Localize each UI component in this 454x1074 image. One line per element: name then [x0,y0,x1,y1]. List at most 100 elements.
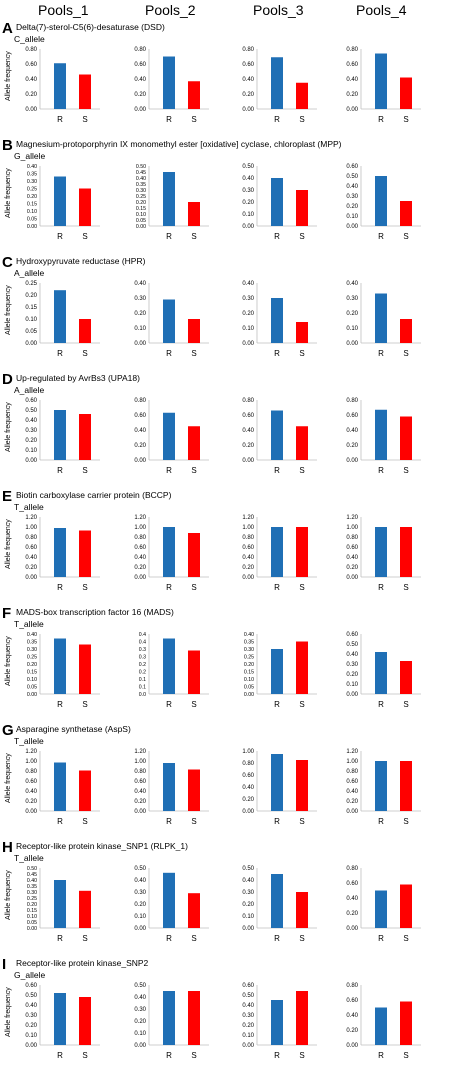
x-tick-label: R [166,349,172,358]
y-tick-label: 0.50 [242,866,254,872]
x-tick-label: S [82,349,87,358]
y-tick-label: 0.10 [25,317,37,323]
y-tick-label: 0.10 [25,1033,37,1039]
y-tick-label: 0.60 [25,983,37,989]
y-tick-label: 0.15 [27,908,37,914]
y-axis-label: Allele frequency [5,285,12,335]
y-axis-label: Allele frequency [5,753,12,803]
y-tick-label: 0.60 [346,413,358,419]
y-tick-label: 0.40 [27,164,37,170]
y-tick-label: 0.00 [136,224,146,230]
y-tick-label: 0.10 [134,326,146,332]
y-axis-label: Allele frequency [5,870,12,920]
bar-r [271,178,283,226]
y-tick-label: 1.00 [346,759,358,765]
bar-s [188,893,200,928]
panel-title: Biotin carboxylase carrier protein (BCCP… [16,490,172,500]
x-tick-label: R [274,466,280,475]
panel-charts: Allele frequency 0.00 0.05 0.10 0.15 0.20 0.25… [5,281,421,358]
bar-s [296,82,308,109]
y-tick-label: 0.05 [136,218,146,224]
x-tick-label: S [299,115,304,124]
y-axis-label: Allele frequency [5,51,12,101]
bar-s [188,426,200,460]
bar-s [188,769,200,811]
bar-s [79,644,91,694]
y-tick-label: 0.25 [25,281,37,287]
x-tick-label: S [403,817,408,826]
x-tick-label: S [403,934,408,943]
y-tick-label: 0.20 [346,911,358,917]
x-tick-label: R [166,466,172,475]
y-tick-label: 0.30 [134,296,146,302]
bar-r [375,761,387,811]
bar-s [79,770,91,811]
chart-pool-4: 0.00 0.20 0.40 0.60 0.80 R S [346,983,421,1060]
y-axis-label: Allele frequency [5,636,12,686]
panel-title: Asparagine synthetase (AspS) [16,724,131,734]
y-tick-label: 0.20 [27,902,37,908]
chart-pool-2: 0.00.10.10.20.20.30.30.40.4R S [139,632,209,709]
y-tick-label: 0.10 [27,914,37,920]
y-tick-label: 0.00 [346,692,358,698]
y-tick-label: 0.80 [242,761,254,767]
y-tick-label: 0.40 [346,77,358,83]
panel-b: B Magnesium-protoporphyrin IX monomethyl … [0,137,454,253]
x-tick-label: S [82,232,87,241]
y-tick-label: 0.20 [25,1023,37,1029]
bar-r [54,638,66,694]
y-tick-label: 0.00 [346,1043,358,1049]
y-tick-label: 0.20 [25,438,37,444]
y-tick-label: 0.05 [25,329,37,335]
panel-allele: T_allele [14,853,44,863]
bar-r [54,762,66,811]
y-tick-label: 0.40 [134,789,146,795]
x-tick-label: R [57,349,63,358]
bar-r [54,410,66,460]
panel-allele: G_allele [14,970,46,980]
y-tick-label: 0.00 [27,926,37,932]
y-tick-label: 0.10 [242,914,254,920]
panel-title: Hydroxypyruvate reductase (HPR) [16,256,146,266]
y-tick-label: 0.00 [25,575,37,581]
y-tick-label: 0.00 [27,692,37,698]
x-tick-label: R [274,934,280,943]
panel-allele: T_allele [14,736,44,746]
y-tick-label: 0.0 [139,692,146,698]
y-tick-label: 0.40 [134,77,146,83]
y-tick-label: 0.00 [134,809,146,815]
y-tick-label: 0.4 [139,632,146,638]
bar-s [296,760,308,811]
x-tick-label: R [378,349,384,358]
y-tick-label: 0.40 [346,555,358,561]
y-tick-label: 0.20 [25,565,37,571]
panel-letter: H [2,839,13,856]
chart-pool-1: 0.000.05 0.100.15 0.200.25 0.300.35 0.40 R S [27,164,100,241]
y-tick-label: 1.00 [25,525,37,531]
x-tick-label: S [191,583,196,592]
x-tick-label: S [299,934,304,943]
y-tick-label: 0.20 [136,200,146,206]
y-tick-label: 0.40 [242,785,254,791]
y-tick-label: 0.3 [139,647,146,653]
y-tick-label: 1.00 [134,525,146,531]
y-tick-label: 0.60 [242,413,254,419]
y-tick-label: 1.00 [242,525,254,531]
y-tick-label: 0.20 [25,92,37,98]
y-tick-label: 0.20 [242,200,254,206]
y-tick-label: 0.15 [136,206,146,212]
y-tick-label: 0.40 [25,418,37,424]
y-tick-label: 0.25 [244,655,254,661]
chart-pool-1: 0.00 0.05 0.10 0.15 0.20 0.25 R S [25,281,100,358]
y-tick-label: 0.00 [242,926,254,932]
y-tick-label: 0.10 [244,677,254,683]
y-tick-label: 0.30 [346,296,358,302]
y-tick-label: 0.35 [27,640,37,646]
x-tick-label: R [57,115,63,124]
panel-allele: T_allele [14,619,44,629]
bar-r [271,527,283,577]
x-tick-label: S [403,349,408,358]
x-tick-label: R [166,232,172,241]
y-tick-label: 0.30 [25,1013,37,1019]
chart-pool-3: 0.00 0.10 0.20 0.30 0.40 0.50 0.60 R S [242,983,317,1060]
